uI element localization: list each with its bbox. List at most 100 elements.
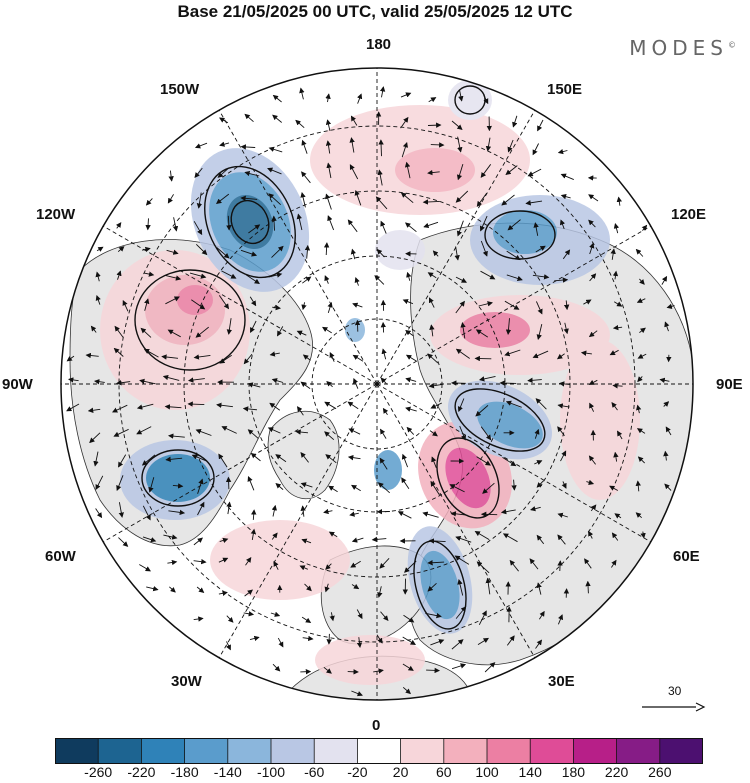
wind-arrow [299,565,308,571]
wind-arrow [636,298,646,303]
wind-arrow [379,457,388,470]
wind-arrow [329,351,335,362]
wind-arrow [168,509,186,516]
wind-arrow [381,348,387,360]
wind-arrow [635,512,642,519]
wind-arrow [534,428,540,439]
wind-arrow [352,354,364,362]
wind-arrow [267,167,282,175]
negative-anomaly-arctic-center [345,318,365,342]
wind-arrow [219,117,229,124]
wind-arrow [295,429,309,435]
wind-arrow [271,532,278,540]
wind-arrow [563,322,569,335]
wind-arrow [377,482,390,494]
colorbar-tick-label: -60 [304,764,325,780]
wind-arrow [536,534,545,545]
wind-arrow [267,427,281,434]
wind-arrow [533,222,539,236]
modes-logo: MODES© [629,36,736,60]
wind-arrow [428,97,437,103]
wind-arrow [377,586,383,598]
wind-arrow [216,247,230,259]
negative-anomaly-siberia-east [477,401,543,449]
wind-arrow [351,484,361,492]
wind-arrow [430,480,440,496]
lon-label-30w: 30W [171,673,202,690]
wind-arrow [609,485,619,491]
wind-arrow [272,114,282,123]
wind-arrow [400,92,412,98]
wind-arrow [302,354,311,361]
wind-arrow [532,143,540,156]
wind-arrow [380,321,387,333]
wind-arrow [217,168,228,178]
wind-arrow [405,222,417,233]
wind-arrow [347,454,361,461]
wind-arrow [557,426,565,436]
wind-arrow [111,404,128,413]
wind-arrow [506,274,523,281]
wind-arrow [269,402,281,411]
wind-arrow [502,457,517,467]
wind-arrow [163,534,178,540]
wind-arrow [430,639,445,646]
wind-arrow [301,616,312,623]
wind-arrow [428,538,446,544]
wind-arrow [244,113,254,123]
wind-arrow [636,404,642,414]
wind-arrow [191,454,208,462]
colorbar-segment [98,738,142,764]
wind-arrow [167,559,178,566]
wind-arrow [426,667,440,674]
wind-arrow [195,243,208,256]
wind-arrow [375,196,388,210]
wind-arrow [588,530,594,539]
wind-arrow [563,300,570,311]
wind-arrow [269,272,283,278]
wind-arrow [196,586,205,593]
wind-arrow [351,583,360,590]
contour-lines [134,85,556,630]
wind-arrow [457,136,463,153]
wind-arrow [299,87,305,100]
wind-arrow [165,456,183,463]
wind-arrow [562,249,571,260]
wind-arrow [535,301,543,315]
wind-arrow [430,142,445,148]
wind-arrow [93,451,99,467]
wind-arrow [144,298,150,311]
wind-arrow [637,456,646,464]
wind-arrow [455,348,470,359]
wind-arrow [167,194,174,204]
wind-arrow [243,353,253,365]
wind-arrow [275,454,287,463]
wind-arrow [635,480,641,492]
negative-anomaly-east-asia [493,210,557,254]
wind-arrow [455,276,468,283]
wind-arrow [296,406,304,416]
wind-arrow [400,116,409,129]
wind-arrow [243,611,255,617]
wind-arrow [376,248,385,258]
wind-arrow [483,94,489,105]
wind-arrow [325,563,332,570]
wind-arrow [168,170,174,182]
negative-anomaly-arctic-ring [375,230,425,270]
wind-arrow [226,501,232,515]
wind-arrow [427,272,437,279]
wind-arrow [296,330,307,336]
wind-arrow [556,353,565,360]
wind-arrow [613,223,620,234]
positive-anomaly-siberia-core [460,312,530,348]
colorbar-segment [314,738,358,764]
wind-arrow [85,352,99,359]
wind-arrow [557,614,563,625]
anomaly-shading [100,80,640,685]
wind-arrow [116,475,124,492]
wind-arrow [611,532,619,541]
wind-arrow [451,120,463,130]
colorbar-tick-label: -20 [347,764,368,780]
wind-arrow [450,511,468,517]
wind-arrow [350,560,361,568]
